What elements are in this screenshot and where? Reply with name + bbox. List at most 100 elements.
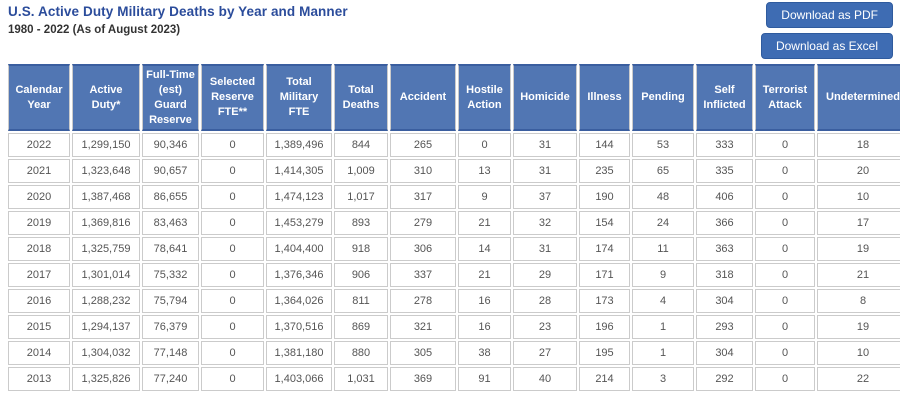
table-cell: 321	[390, 315, 456, 340]
table-row: 2018 1,325,759 78,641 0 1,404,400 918 306 14 31 1…	[8, 237, 900, 262]
table-cell: 869	[334, 315, 388, 340]
table-cell: 2022	[8, 133, 70, 158]
table-cell: 65	[632, 159, 694, 184]
table-cell: 335	[696, 159, 753, 184]
table-cell: 844	[334, 133, 388, 158]
download-pdf-button[interactable]: Download as PDF	[766, 2, 893, 28]
table-cell: 880	[334, 341, 388, 366]
table-cell: 1	[632, 341, 694, 366]
table-cell: 1,376,346	[266, 263, 332, 288]
table-cell: 24	[632, 211, 694, 236]
table-cell: 0	[755, 159, 815, 184]
table-cell: 333	[696, 133, 753, 158]
table-cell: 40	[513, 367, 577, 392]
table-cell: 0	[201, 159, 264, 184]
table-cell: 337	[390, 263, 456, 288]
table-cell: 144	[579, 133, 630, 158]
table-cell: 293	[696, 315, 753, 340]
table-cell: 19	[817, 237, 900, 262]
table-cell: 16	[458, 289, 511, 314]
table-cell: 3	[632, 367, 694, 392]
table-cell: 38	[458, 341, 511, 366]
table-row: 2020 1,387,468 86,655 0 1,474,123 1,017 317 9 37…	[8, 185, 900, 210]
column-header: Undetermined	[817, 64, 900, 132]
table-cell: 235	[579, 159, 630, 184]
table-cell: 1,370,516	[266, 315, 332, 340]
table-cell: 154	[579, 211, 630, 236]
column-header: Calendar Year	[8, 64, 70, 132]
table-cell: 195	[579, 341, 630, 366]
page-subtitle: 1980 - 2022 (As of August 2023)	[8, 24, 181, 36]
table-cell: 2020	[8, 185, 70, 210]
table-row: 2013 1,325,826 77,240 0 1,403,066 1,031 369 91 4…	[8, 367, 900, 392]
table-cell: 363	[696, 237, 753, 262]
column-header: Total Deaths	[334, 64, 388, 132]
table-cell: 16	[458, 315, 511, 340]
column-header: Selected Reserve FTE**	[201, 64, 264, 132]
table-cell: 2019	[8, 211, 70, 236]
table-cell: 1,403,066	[266, 367, 332, 392]
table-cell: 2021	[8, 159, 70, 184]
table-cell: 310	[390, 159, 456, 184]
table-cell: 29	[513, 263, 577, 288]
table-cell: 0	[201, 185, 264, 210]
table-row: 2015 1,294,137 76,379 0 1,370,516 869 321 16 23 1…	[8, 315, 900, 340]
table-cell: 1,389,496	[266, 133, 332, 158]
table-cell: 0	[755, 341, 815, 366]
table-cell: 278	[390, 289, 456, 314]
table-cell: 9	[632, 263, 694, 288]
table-cell: 0	[201, 263, 264, 288]
table-cell: 0	[458, 133, 511, 158]
download-excel-button[interactable]: Download as Excel	[760, 33, 893, 59]
column-header: Accident	[390, 64, 456, 132]
column-header: Homicide	[513, 64, 577, 132]
table-cell: 265	[390, 133, 456, 158]
table-cell: 0	[201, 133, 264, 158]
table-cell: 0	[201, 367, 264, 392]
table-cell: 1,304,032	[72, 341, 140, 366]
table-cell: 304	[696, 289, 753, 314]
column-header: Hostile Action	[458, 64, 511, 132]
table-row: 2017 1,301,014 75,332 0 1,376,346 906 337 21 29 1…	[8, 263, 900, 288]
table-cell: 2014	[8, 341, 70, 366]
table-cell: 0	[201, 211, 264, 236]
table-cell: 1,325,759	[72, 237, 140, 262]
table-row: 2014 1,304,032 77,148 0 1,381,180 880 305 38 27 1…	[8, 341, 900, 366]
table-cell: 20	[817, 159, 900, 184]
table-cell: 196	[579, 315, 630, 340]
table-cell: 0	[755, 263, 815, 288]
table-cell: 77,240	[142, 367, 199, 392]
table-cell: 86,655	[142, 185, 199, 210]
table-cell: 2013	[8, 367, 70, 392]
table-cell: 1,301,014	[72, 263, 140, 288]
table-cell: 10	[817, 185, 900, 210]
download-buttons: Download as PDF Download as Excel	[760, 2, 893, 59]
column-header: Terrorist Attack	[755, 64, 815, 132]
table-cell: 10	[817, 341, 900, 366]
table-cell: 14	[458, 237, 511, 262]
table-cell: 406	[696, 185, 753, 210]
table-cell: 2015	[8, 315, 70, 340]
table-cell: 1,031	[334, 367, 388, 392]
table-cell: 1,299,150	[72, 133, 140, 158]
table-cell: 31	[513, 237, 577, 262]
page-header: U.S. Active Duty Military Deaths by Year…	[8, 4, 348, 36]
table-cell: 76,379	[142, 315, 199, 340]
table-cell: 173	[579, 289, 630, 314]
table-row: 2016 1,288,232 75,794 0 1,364,026 811 278 16 28 1…	[8, 289, 900, 314]
table-cell: 0	[755, 237, 815, 262]
table-cell: 91	[458, 367, 511, 392]
table-cell: 75,794	[142, 289, 199, 314]
table-cell: 304	[696, 341, 753, 366]
table-cell: 53	[632, 133, 694, 158]
table-cell: 75,332	[142, 263, 199, 288]
table-cell: 22	[817, 367, 900, 392]
table-cell: 2017	[8, 263, 70, 288]
table-cell: 893	[334, 211, 388, 236]
table-cell: 174	[579, 237, 630, 262]
table-cell: 369	[390, 367, 456, 392]
table-cell: 0	[755, 185, 815, 210]
table-cell: 318	[696, 263, 753, 288]
table-cell: 0	[201, 341, 264, 366]
table-row: 2019 1,369,816 83,463 0 1,453,279 893 279 21 32 1…	[8, 211, 900, 236]
